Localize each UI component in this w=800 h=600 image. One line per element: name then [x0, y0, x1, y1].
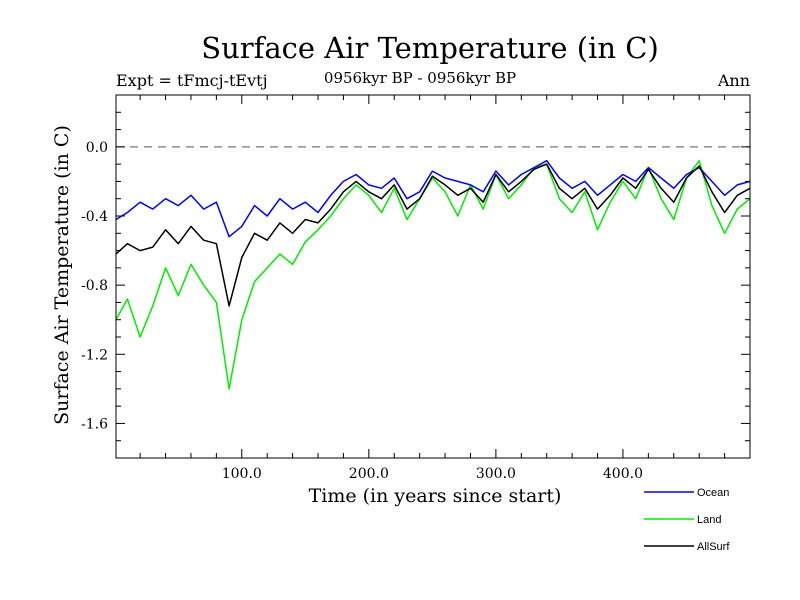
y-tick-label: -1.2	[81, 347, 108, 363]
y-tick-label: -0.4	[81, 209, 108, 225]
x-tick-label: 300.0	[476, 466, 516, 482]
axis-ticks-group: -1.6 -1.2 -0.8 -0.4 0.0 100.0 200.0 300.0 400.0	[81, 94, 750, 482]
y-axis-label: Surface Air Temperature (in C)	[51, 125, 73, 425]
x-tick-label: 200.0	[349, 466, 389, 482]
x-tick-label: 400.0	[603, 466, 643, 482]
series-line-ocean	[115, 159, 751, 238]
x-tick-label: 100.0	[222, 466, 262, 482]
plot-series-group	[115, 159, 751, 390]
experiment-label: Expt = tFmcj-tEvtj	[116, 71, 268, 90]
chart-subtitle: 0956kyr BP - 0956kyr BP	[324, 69, 516, 87]
y-tick-label: -0.8	[81, 278, 108, 294]
legend-label-ocean: Ocean	[697, 487, 729, 499]
chart-title: Surface Air Temperature (in C)	[201, 31, 659, 65]
legend-label-land: Land	[697, 514, 721, 526]
series-line-allsurf	[115, 163, 751, 307]
series-line-land	[115, 159, 751, 390]
legend: Ocean Land AllSurf	[644, 487, 730, 553]
y-tick-label: -1.6	[81, 416, 108, 432]
y-tick-label: 0.0	[86, 140, 108, 156]
legend-label-allsurf: AllSurf	[697, 541, 730, 553]
plot-frame	[115, 94, 751, 459]
x-axis-label: Time (in years since start)	[309, 485, 562, 507]
period-label: Ann	[717, 71, 750, 90]
